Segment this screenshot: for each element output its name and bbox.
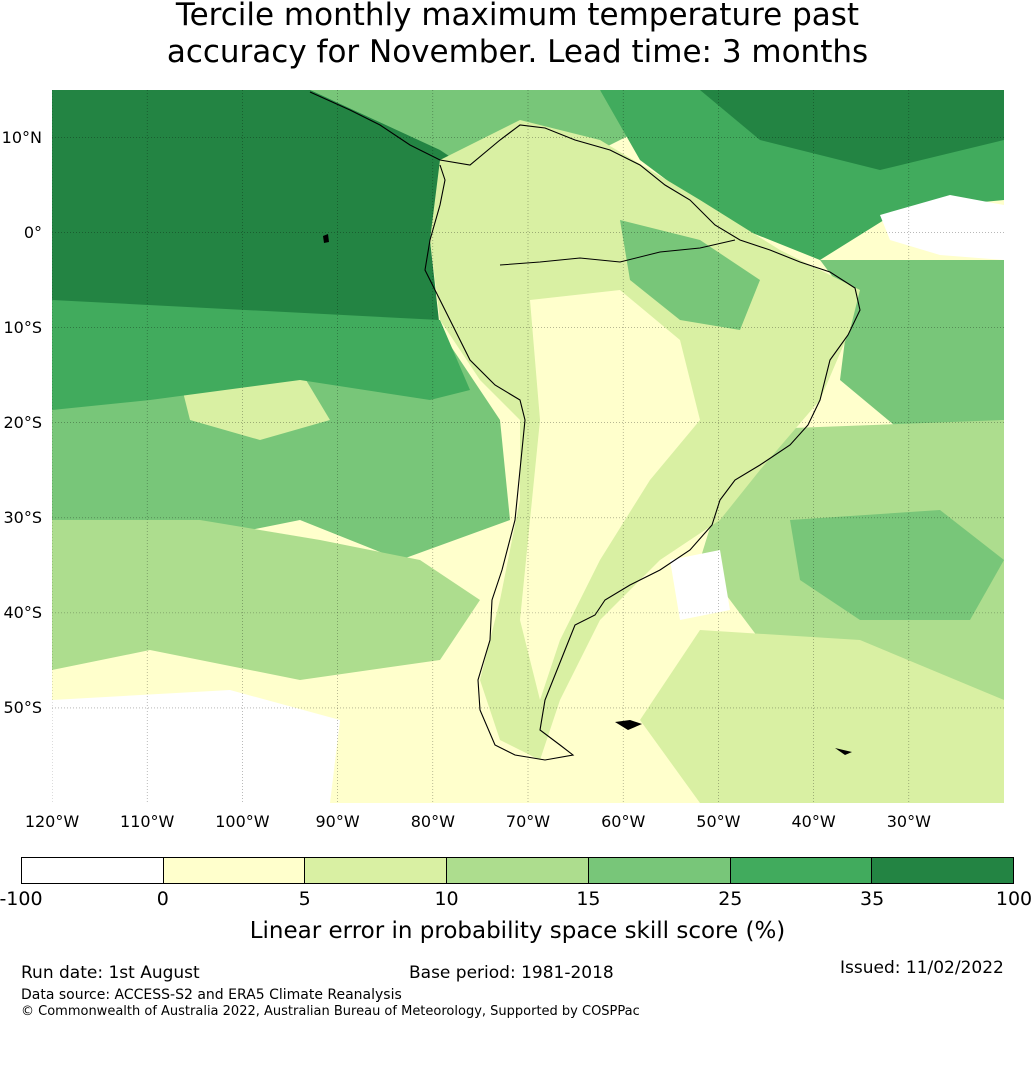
skill-region-south-atlantic-white — [670, 550, 730, 620]
colorbar-tick-label: 0 — [156, 888, 169, 910]
latitude-label: 30°S — [3, 507, 42, 527]
colorbar-tick-label: 15 — [576, 888, 601, 910]
base-period: Base period: 1981-2018 — [409, 963, 614, 983]
longitude-label: 110°W — [120, 812, 175, 831]
colorbar-tick-label: 100 — [995, 888, 1033, 910]
latitude-label: 40°S — [3, 602, 42, 622]
chart-title-line2: accuracy for November. Lead time: 3 mont… — [166, 34, 869, 70]
latitude-label: 10°N — [1, 127, 42, 147]
colorbar-tick-label: 25 — [718, 888, 743, 910]
skill-region-continent-light — [520, 290, 700, 700]
colorbar-segment — [163, 858, 306, 883]
colorbar-tick-label: -100 — [0, 888, 43, 910]
longitude-label: 70°W — [505, 812, 551, 831]
chart-title-line1: Tercile monthly maximum temperature past — [175, 0, 860, 33]
skill-region-mid-pacific-light — [52, 520, 480, 680]
skill-region-south-atlantic-mid — [790, 510, 1004, 620]
longitude-label: 90°W — [315, 812, 360, 831]
skill-region-low-south-pacific — [52, 690, 340, 803]
colorbar-segment — [730, 858, 873, 883]
copyright: © Commonwealth of Australia 2022, Austra… — [21, 1004, 640, 1019]
data-source: Data source: ACCESS-S2 and ERA5 Climate … — [21, 987, 402, 1003]
colorbar-label: Linear error in probability space skill … — [249, 918, 786, 944]
colorbar-tick-label: 10 — [434, 888, 459, 910]
skill-region-high-pacific-band — [52, 300, 470, 410]
skill-region-north-atlantic-dark — [700, 90, 1004, 170]
colorbar-segment — [447, 858, 589, 883]
longitude-label: 40°W — [791, 812, 836, 831]
colorbar — [21, 857, 1014, 884]
longitude-label: 100°W — [215, 812, 270, 831]
south-america-coastline — [309, 91, 861, 761]
south-georgia — [835, 748, 852, 755]
skill-region-equatorial-atlantic-mid — [820, 260, 1004, 430]
skill-score-map — [52, 90, 1004, 803]
colorbar-segment — [305, 858, 448, 883]
colorbar-tick-label: 35 — [860, 888, 885, 910]
latitude-label: 20°S — [3, 412, 42, 432]
longitude-label: 60°W — [601, 812, 646, 831]
latitude-label: 0° — [23, 222, 42, 242]
falkland-islands — [615, 720, 642, 730]
colorbar-segment — [22, 858, 164, 883]
latitude-label: 50°S — [3, 697, 42, 717]
colorbar-segment — [588, 858, 731, 883]
skill-region-continent-green — [620, 220, 760, 330]
longitude-label: 80°W — [410, 812, 455, 831]
latitude-label: 10°S — [3, 317, 42, 337]
longitude-label: 30°W — [886, 812, 931, 831]
colorbar-tick-label: 5 — [298, 888, 311, 910]
colorbar-segment — [872, 858, 1014, 883]
amazon-river — [499, 239, 736, 266]
issued-date: Issued: 11/02/2022 — [840, 958, 1004, 978]
skill-region-high-tropical-pacific — [52, 90, 450, 330]
graticule — [52, 90, 1004, 803]
galapagos-islands — [323, 234, 329, 243]
skill-region-south-atlantic-light — [640, 630, 1004, 803]
skill-region-equatorial-atlantic-low — [880, 195, 1004, 260]
run-date: Run date: 1st August — [21, 963, 200, 983]
longitude-label: 50°W — [696, 812, 741, 831]
longitude-label: 120°W — [24, 812, 80, 831]
